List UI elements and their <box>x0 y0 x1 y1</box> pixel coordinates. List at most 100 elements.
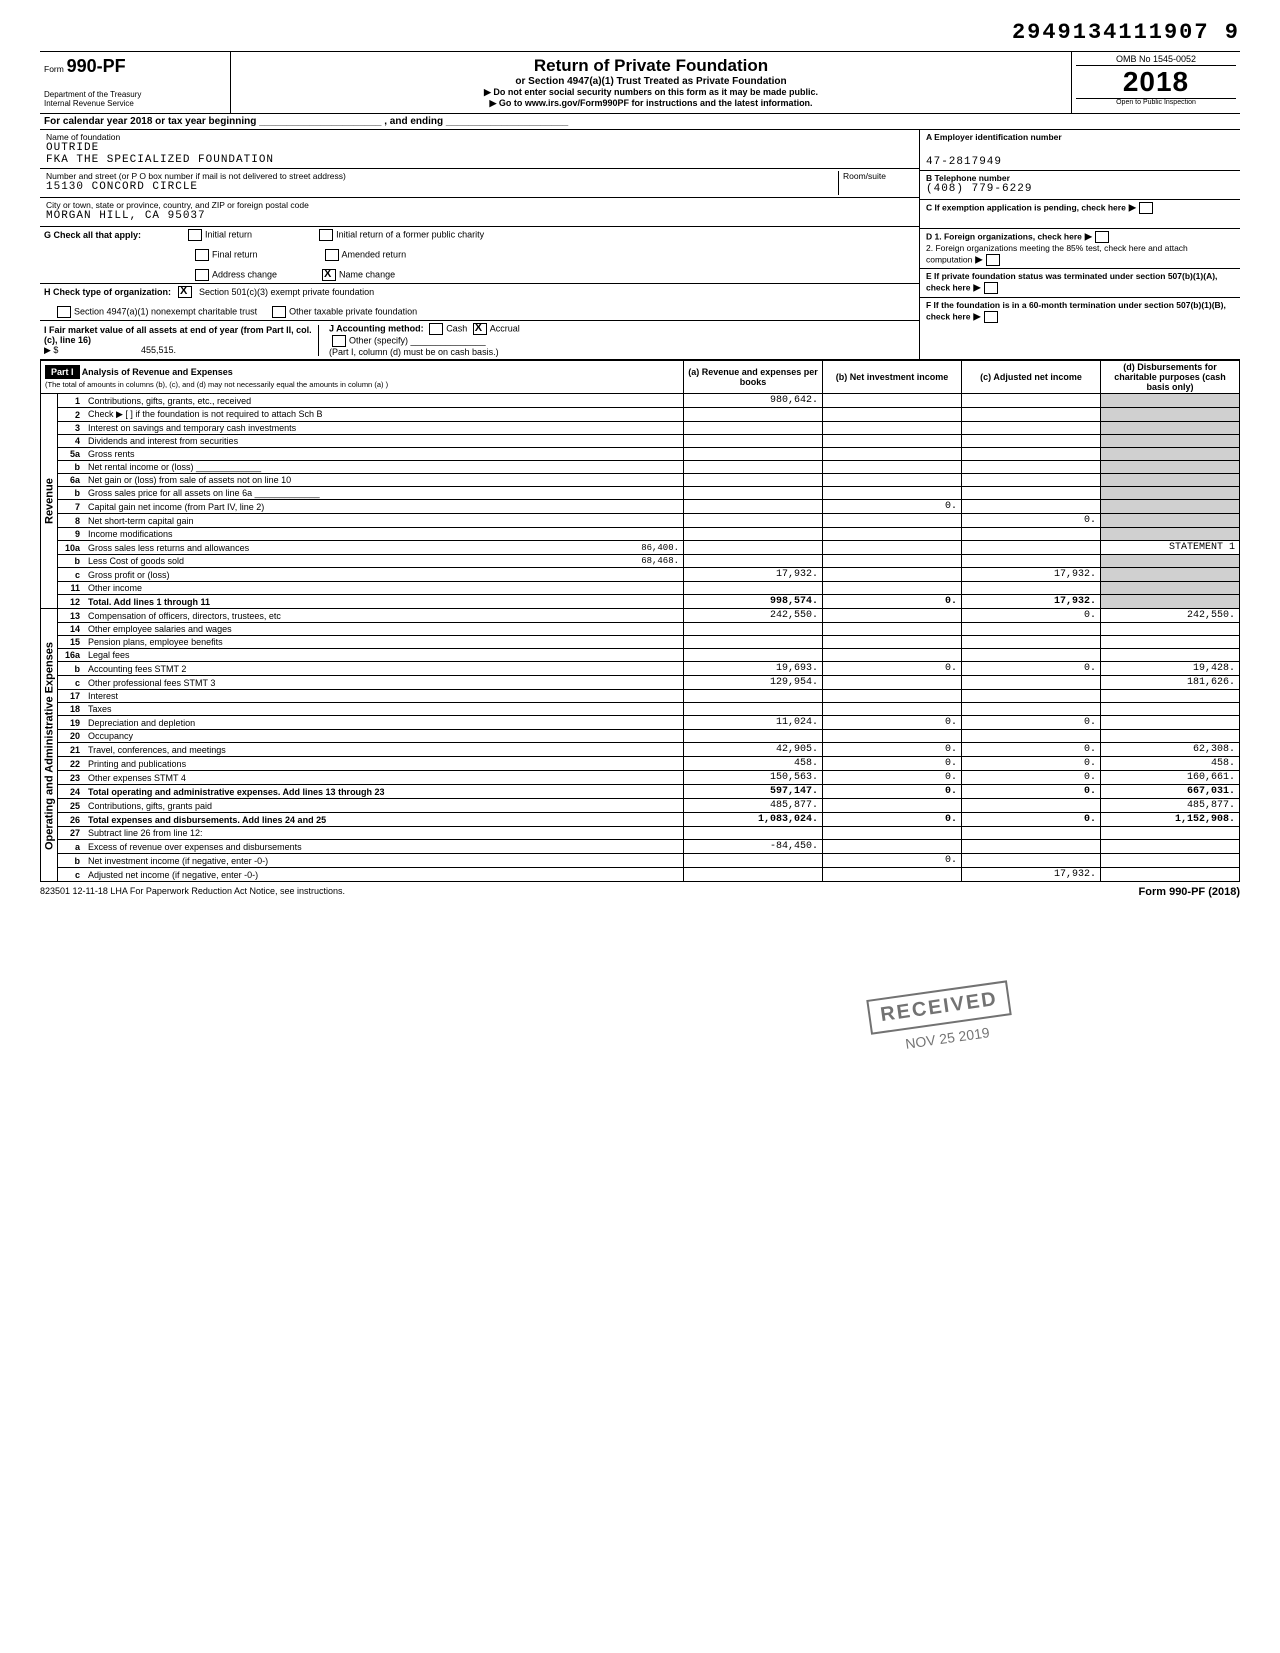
scan-code: 2949134111907 9 <box>40 20 1240 45</box>
line-desc: Dividends and interest from securities <box>84 435 684 448</box>
line-number: 20 <box>58 730 85 743</box>
cell-c <box>962 676 1101 690</box>
table-row: bNet rental income or (loss) ___________… <box>41 461 1240 474</box>
b-label: B Telephone number <box>926 173 1234 183</box>
table-row: 27Subtract line 26 from line 12: <box>41 827 1240 840</box>
chk-e[interactable] <box>984 282 998 294</box>
name-label: Name of foundation <box>46 132 913 142</box>
d1-label: D 1. Foreign organizations, check here <box>926 232 1082 242</box>
cell-c <box>962 474 1101 487</box>
cell-b <box>823 528 962 541</box>
table-row: 6aNet gain or (loss) from sale of assets… <box>41 474 1240 487</box>
h-row: H Check type of organization: Section 50… <box>40 284 919 321</box>
cell-d <box>1101 827 1240 840</box>
chk-address-change[interactable] <box>195 269 209 281</box>
line-number: c <box>58 568 85 582</box>
cell-d <box>1101 435 1240 448</box>
g-row: G Check all that apply: Initial return I… <box>40 227 919 284</box>
cell-c <box>962 703 1101 716</box>
chk-other-method[interactable] <box>332 335 346 347</box>
cell-d: 62,308. <box>1101 743 1240 757</box>
line-number: 23 <box>58 771 85 785</box>
table-row: 5aGross rents <box>41 448 1240 461</box>
cell-b <box>823 636 962 649</box>
cell-c <box>962 435 1101 448</box>
table-row: 25Contributions, gifts, grants paid485,8… <box>41 799 1240 813</box>
cell-a: 485,877. <box>684 799 823 813</box>
line-desc: Total. Add lines 1 through 11 <box>84 595 684 609</box>
line-number: c <box>58 868 85 882</box>
chk-accrual[interactable] <box>473 323 487 335</box>
cell-a: 42,905. <box>684 743 823 757</box>
table-row: 11Other income <box>41 582 1240 595</box>
line-number: 27 <box>58 827 85 840</box>
chk-initial-former[interactable] <box>319 229 333 241</box>
part1-note: (The total of amounts in columns (b), (c… <box>45 380 388 389</box>
cell-d <box>1101 716 1240 730</box>
form-title: Return of Private Foundation <box>237 56 1065 76</box>
part1-table: Part I Analysis of Revenue and Expenses … <box>40 360 1240 882</box>
line-number: b <box>58 662 85 676</box>
cell-a: 1,083,024. <box>684 813 823 827</box>
chk-other-taxable[interactable] <box>272 306 286 318</box>
chk-cash[interactable] <box>429 323 443 335</box>
cell-d <box>1101 703 1240 716</box>
chk-f[interactable] <box>984 311 998 323</box>
line-number: 12 <box>58 595 85 609</box>
chk-d2[interactable] <box>986 254 1000 266</box>
cell-d <box>1101 690 1240 703</box>
room-label: Room/suite <box>843 171 913 181</box>
line-number: 25 <box>58 799 85 813</box>
e-label: E If private foundation status was termi… <box>926 271 1217 293</box>
cell-b <box>823 703 962 716</box>
cell-b <box>823 555 962 568</box>
line-desc: Gross profit or (loss) <box>84 568 684 582</box>
chk-4947a1[interactable] <box>57 306 71 318</box>
chk-name-change[interactable] <box>322 269 336 281</box>
line-desc: Interest <box>84 690 684 703</box>
cell-c: 0. <box>962 514 1101 528</box>
col-a-hdr: (a) Revenue and expenses per books <box>684 361 823 394</box>
foundation-city: MORGAN HILL, CA 95037 <box>46 210 913 222</box>
cell-a <box>684 555 823 568</box>
line-number: 19 <box>58 716 85 730</box>
table-row: 4Dividends and interest from securities <box>41 435 1240 448</box>
cell-c <box>962 827 1101 840</box>
cell-d: 242,550. <box>1101 609 1240 623</box>
cell-c <box>962 528 1101 541</box>
chk-initial-return[interactable] <box>188 229 202 241</box>
identification-block: Name of foundation OUTRIDE FKA THE SPECI… <box>40 130 1240 360</box>
chk-501c3[interactable] <box>178 286 192 298</box>
form-subtitle-2a: ▶ Do not enter social security numbers o… <box>237 87 1065 98</box>
cell-d: STATEMENT 1 <box>1101 541 1240 555</box>
cell-b: 0. <box>823 595 962 609</box>
cell-b <box>823 394 962 408</box>
cell-d <box>1101 582 1240 595</box>
line-number: 10a <box>58 541 85 555</box>
cell-c: 0. <box>962 662 1101 676</box>
cell-a <box>684 422 823 435</box>
cell-d <box>1101 394 1240 408</box>
cell-d <box>1101 474 1240 487</box>
cell-c <box>962 840 1101 854</box>
line-desc: Pension plans, employee benefits <box>84 636 684 649</box>
addr-label: Number and street (or P O box number if … <box>46 171 838 181</box>
cell-a <box>684 730 823 743</box>
form-subtitle-2b: ▶ Go to www.irs.gov/Form990PF for instru… <box>237 98 1065 109</box>
chk-d1[interactable] <box>1095 231 1109 243</box>
chk-final-return[interactable] <box>195 249 209 261</box>
table-row: 19Depreciation and depletion11,024.0.0. <box>41 716 1240 730</box>
line-desc: Contributions, gifts, grants, etc., rece… <box>84 394 684 408</box>
ij-row: I Fair market value of all assets at end… <box>40 321 919 359</box>
line-desc: Excess of revenue over expenses and disb… <box>84 840 684 854</box>
phone: (408) 779-6229 <box>926 183 1234 195</box>
chk-amended[interactable] <box>325 249 339 261</box>
cell-c: 0. <box>962 743 1101 757</box>
chk-c[interactable] <box>1139 202 1153 214</box>
table-row: 7Capital gain net income (from Part IV, … <box>41 500 1240 514</box>
cell-a: 458. <box>684 757 823 771</box>
j-label: J Accounting method: <box>329 323 424 333</box>
cell-d: 458. <box>1101 757 1240 771</box>
line-number: c <box>58 676 85 690</box>
cell-a <box>684 636 823 649</box>
